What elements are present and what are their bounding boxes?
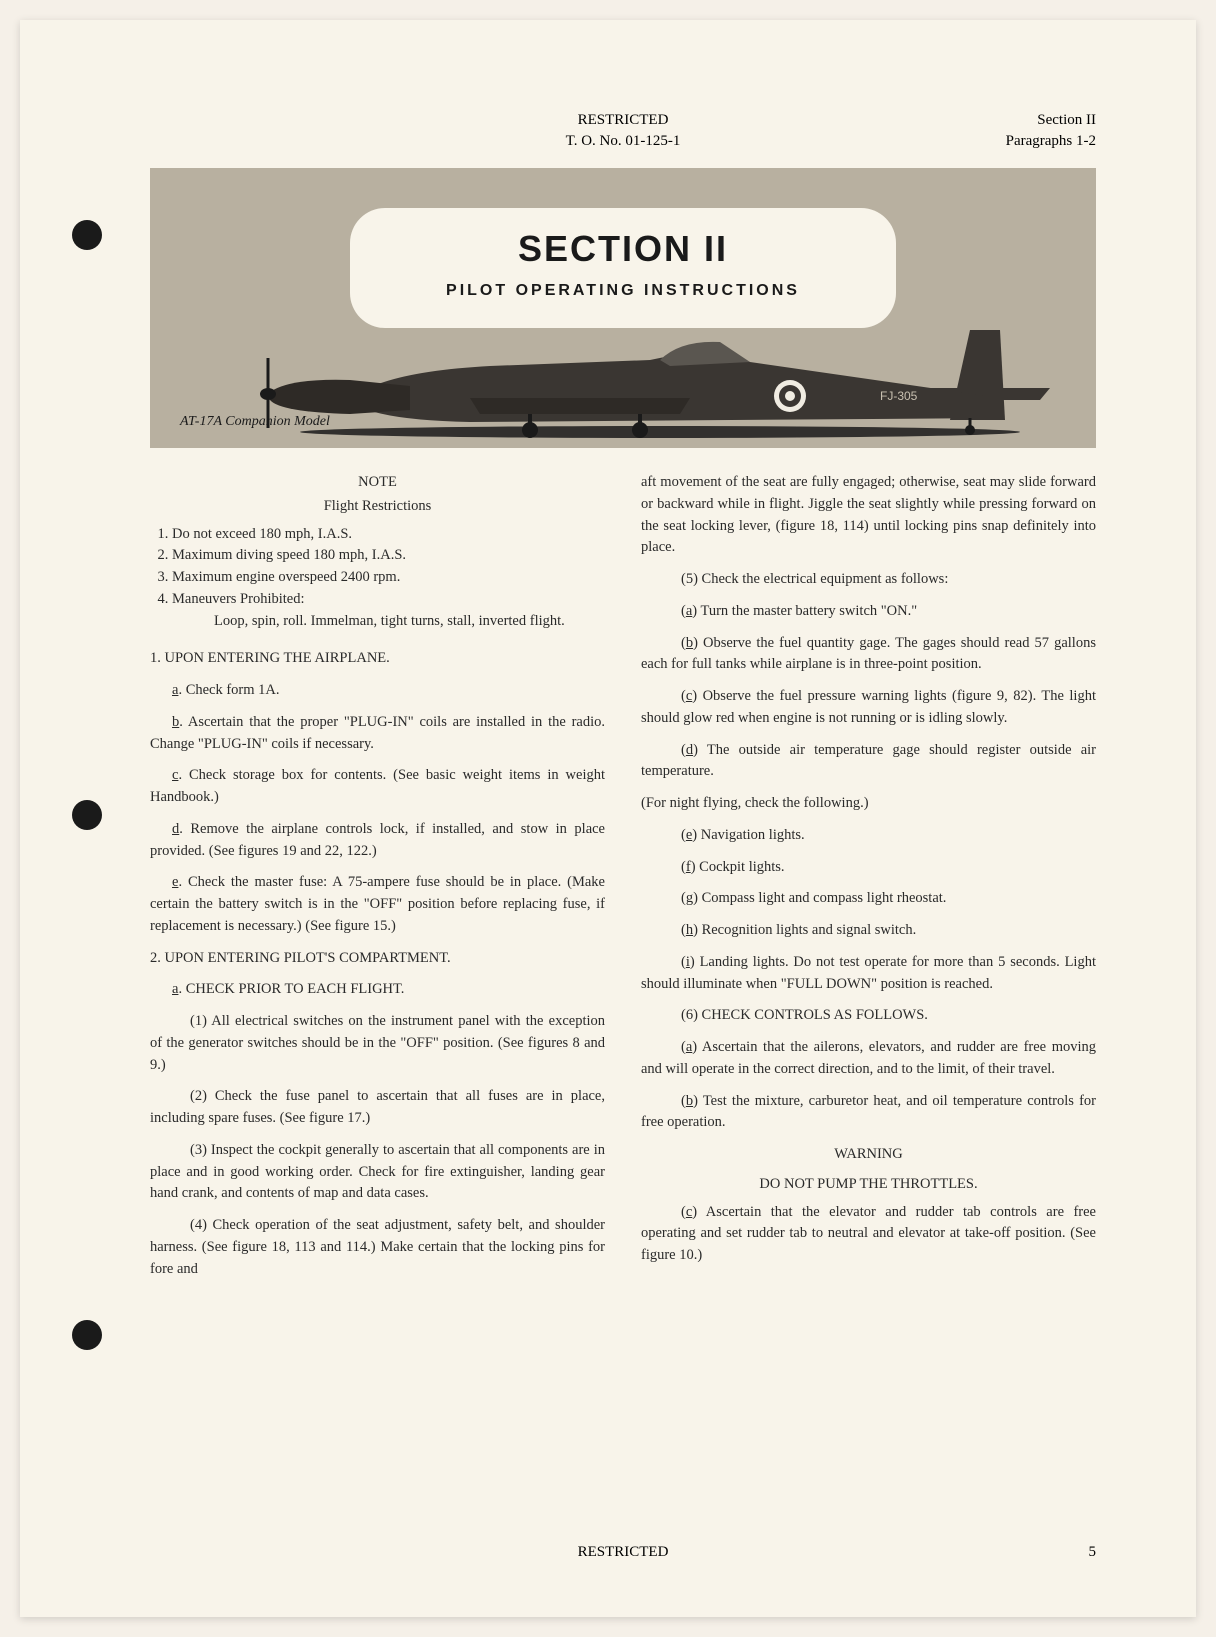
aircraft-caption: AT-17A Companion Model bbox=[180, 414, 330, 430]
note-subheading: Flight Restrictions bbox=[150, 496, 605, 518]
note-heading: NOTE bbox=[150, 472, 605, 494]
s1-e: e. Check the master fuse: A 75-ampere fu… bbox=[150, 872, 605, 937]
page-footer: RESTRICTED 5 bbox=[150, 1544, 1096, 1561]
restriction-item: Maneuvers Prohibited: Loop, spin, roll. … bbox=[172, 589, 605, 633]
s1-b: b. Ascertain that the proper "PLUG-IN" c… bbox=[150, 712, 605, 756]
s2-p4-cont: aft movement of the seat are fully engag… bbox=[641, 472, 1096, 559]
s2-a-heading: a. CHECK PRIOR TO EACH FLIGHT. bbox=[150, 979, 605, 1001]
aircraft-illustration: FJ-305 bbox=[230, 300, 1090, 440]
punch-hole bbox=[72, 800, 102, 830]
warning-text: DO NOT PUMP THE THROTTLES. bbox=[641, 1174, 1096, 1196]
paragraph-ref: Paragraphs 1-2 bbox=[946, 131, 1096, 152]
section-1-heading: 1. UPON ENTERING THE AIRPLANE. bbox=[150, 648, 605, 670]
s1-d: d. Remove the airplane controls lock, if… bbox=[150, 819, 605, 863]
s2-p3: (3) Inspect the cockpit generally to asc… bbox=[150, 1140, 605, 1205]
body-columns: NOTE Flight Restrictions Do not exceed 1… bbox=[150, 472, 1096, 1290]
page-header: RESTRICTED T. O. No. 01-125-1 Section II… bbox=[150, 110, 1096, 152]
s2-p5c: (c) Observe the fuel pressure warning li… bbox=[641, 686, 1096, 730]
punch-hole bbox=[72, 220, 102, 250]
s2-p5h: (h) Recognition lights and signal switch… bbox=[641, 920, 1096, 942]
s2-p6c: (c) Ascertain that the elevator and rudd… bbox=[641, 1202, 1096, 1267]
svg-text:FJ-305: FJ-305 bbox=[880, 389, 918, 403]
restriction-item: Do not exceed 180 mph, I.A.S. bbox=[172, 524, 605, 546]
s2-p5b: (b) Observe the fuel quantity gage. The … bbox=[641, 633, 1096, 677]
s2-p5g: (g) Compass light and compass light rheo… bbox=[641, 888, 1096, 910]
warning-heading: WARNING bbox=[641, 1144, 1096, 1166]
doc-number: T. O. No. 01-125-1 bbox=[300, 131, 946, 152]
s2-p5a: (a) Turn the master battery switch "ON." bbox=[641, 601, 1096, 623]
punch-hole bbox=[72, 1320, 102, 1350]
section-ref: Section II bbox=[946, 110, 1096, 131]
night-note: (For night flying, check the following.) bbox=[641, 793, 1096, 815]
s2-p4: (4) Check operation of the seat adjustme… bbox=[150, 1215, 605, 1280]
s2-p5d: (d) The outside air temperature gage sho… bbox=[641, 740, 1096, 784]
s2-p6: (6) CHECK CONTROLS AS FOLLOWS. bbox=[641, 1005, 1096, 1027]
restrictions-list: Do not exceed 180 mph, I.A.S. Maximum di… bbox=[172, 524, 605, 633]
left-column: NOTE Flight Restrictions Do not exceed 1… bbox=[150, 472, 605, 1290]
s2-p6a: (a) Ascertain that the ailerons, elevato… bbox=[641, 1037, 1096, 1081]
s2-p2: (2) Check the fuse panel to ascertain th… bbox=[150, 1086, 605, 1130]
right-column: aft movement of the seat are fully engag… bbox=[641, 472, 1096, 1290]
restriction-item: Maximum diving speed 180 mph, I.A.S. bbox=[172, 545, 605, 567]
classification-top: RESTRICTED bbox=[300, 110, 946, 131]
s2-p6b: (b) Test the mixture, carburetor heat, a… bbox=[641, 1091, 1096, 1135]
s2-p1: (1) All electrical switches on the instr… bbox=[150, 1011, 605, 1076]
s1-c: c. Check storage box for contents. (See … bbox=[150, 765, 605, 809]
s2-p5i: (i) Landing lights. Do not test operate … bbox=[641, 952, 1096, 996]
document-page: RESTRICTED T. O. No. 01-125-1 Section II… bbox=[20, 20, 1196, 1617]
section-2-heading: 2. UPON ENTERING PILOT'S COMPARTMENT. bbox=[150, 948, 605, 970]
s2-p5f: (f) Cockpit lights. bbox=[641, 857, 1096, 879]
classification-bottom: RESTRICTED bbox=[150, 1544, 1096, 1561]
s1-a: a. Check form 1A. bbox=[150, 680, 605, 702]
restriction-item: Maximum engine overspeed 2400 rpm. bbox=[172, 567, 605, 589]
section-banner: SECTION II PILOT OPERATING INSTRUCTIONS bbox=[150, 168, 1096, 448]
s2-p5e: (e) Navigation lights. bbox=[641, 825, 1096, 847]
s2-p5: (5) Check the electrical equipment as fo… bbox=[641, 569, 1096, 591]
banner-subtitle: PILOT OPERATING INSTRUCTIONS bbox=[390, 282, 856, 300]
banner-title: SECTION II bbox=[390, 228, 856, 270]
restriction-sub: Loop, spin, roll. Immelman, tight turns,… bbox=[214, 611, 605, 633]
